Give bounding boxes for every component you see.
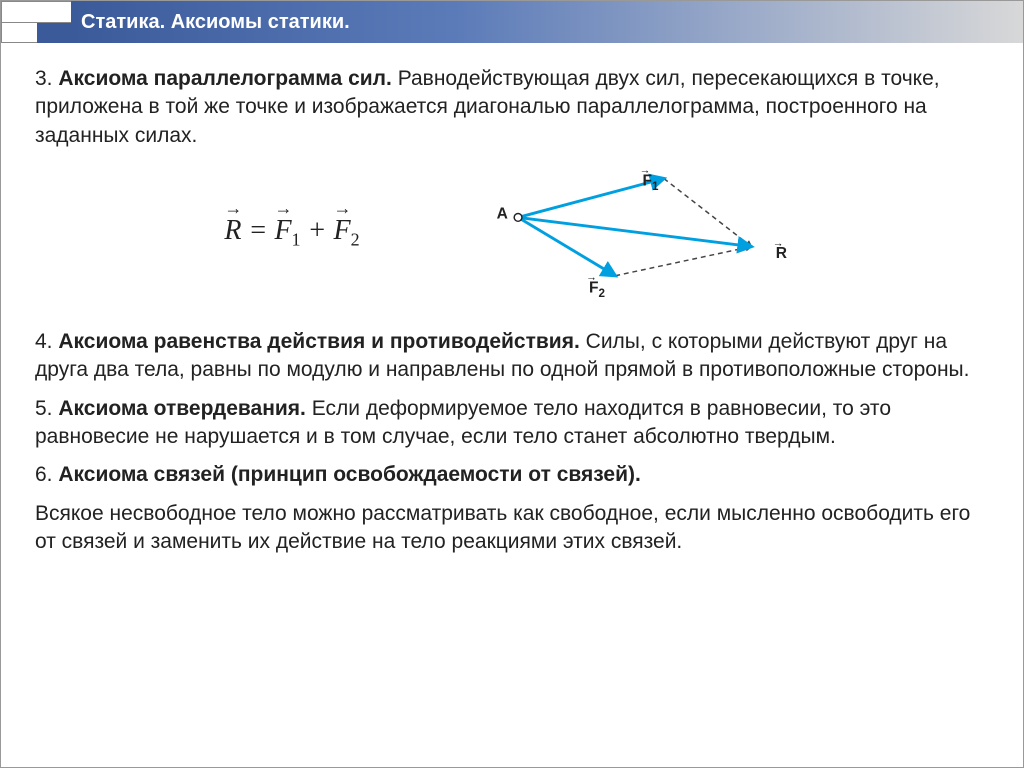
axiom-3-number: 3.	[35, 67, 53, 90]
label-F1: →F1	[639, 165, 658, 194]
label-F2: →F2	[586, 272, 605, 301]
axiom-6-number: 6.	[35, 463, 53, 486]
axiom-4-number: 4.	[35, 330, 53, 353]
formula-F1: F	[274, 212, 291, 250]
origin-point	[514, 214, 522, 222]
vector-F2	[518, 217, 615, 275]
label-A: A	[496, 205, 507, 222]
axiom-6-title-line: 6. Аксиома связей (принцип освобождаемос…	[35, 461, 989, 489]
vector-R	[518, 217, 751, 246]
axiom-6-text: Всякое несвободное тело можно рассматрив…	[35, 500, 989, 557]
parallelogram-diagram: A →F1 →F2 →R	[450, 162, 800, 302]
axiom-5: 5. Аксиома отвердевания. Если деформируе…	[35, 395, 989, 452]
axiom-4: 4. Аксиома равенства действия и противод…	[35, 328, 989, 385]
axiom-3-title: Аксиома параллелограмма сил.	[58, 67, 391, 90]
figure-row: R = F1 + F2 A →F1 →F2	[35, 162, 989, 302]
formula-eq: =	[242, 215, 275, 246]
axiom-6-title: Аксиома связей (принцип освобождаемости …	[58, 463, 641, 486]
formula: R = F1 + F2	[224, 212, 359, 252]
dash-2-line	[615, 247, 751, 276]
axiom-5-title: Аксиома отвердевания.	[58, 397, 306, 420]
axiom-4-title: Аксиома равенства действия и противодейс…	[58, 330, 579, 353]
formula-plus: +	[301, 215, 334, 246]
slide-content: 3. Аксиома параллелограмма сил. Равнодей…	[1, 43, 1023, 576]
formula-F2: F	[333, 212, 350, 250]
formula-R: R	[224, 212, 241, 250]
formula-sub1: 1	[292, 230, 301, 250]
axiom-5-number: 5.	[35, 397, 53, 420]
label-R: →R	[772, 238, 786, 263]
slide-header: Статика. Аксиомы статики.	[1, 1, 1023, 43]
axiom-3: 3. Аксиома параллелограмма сил. Равнодей…	[35, 65, 989, 150]
formula-sub2: 2	[351, 230, 360, 250]
slide-title: Статика. Аксиомы статики.	[71, 1, 1023, 43]
header-ornament	[1, 1, 71, 43]
